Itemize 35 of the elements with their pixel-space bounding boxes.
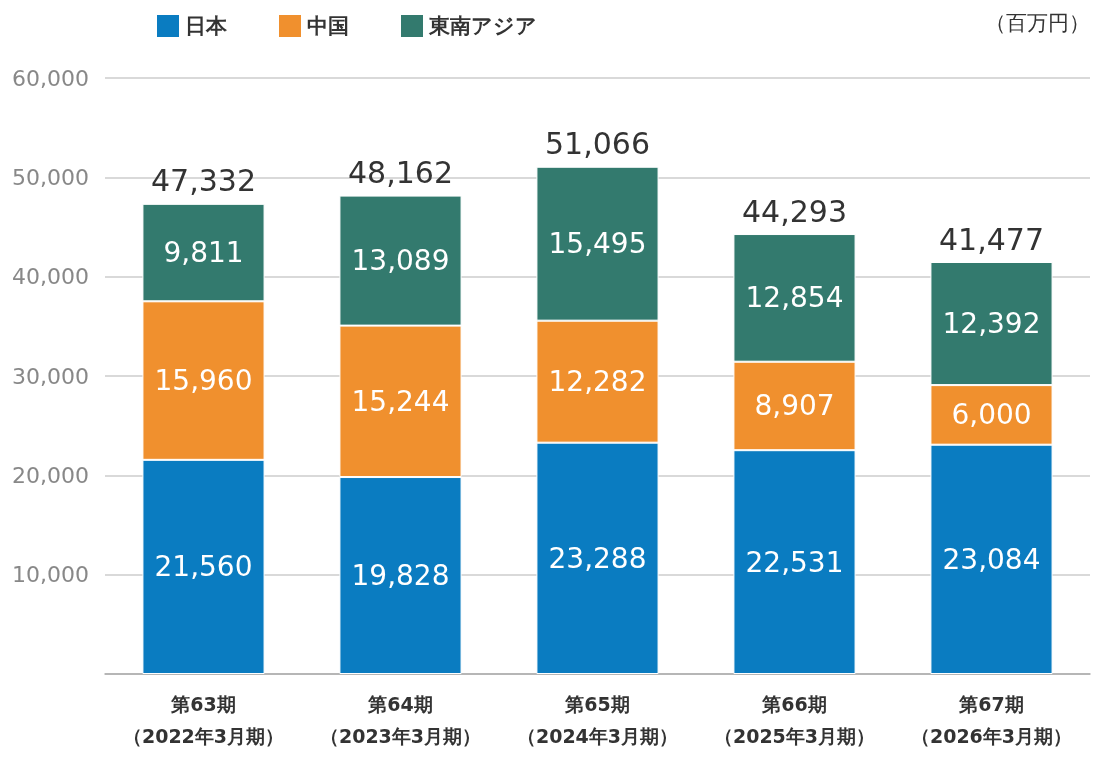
data-label: 9,811 bbox=[163, 236, 244, 270]
data-label: 22,531 bbox=[745, 545, 844, 579]
y-tick-label: 40,000 bbox=[12, 264, 89, 290]
data-label: 15,960 bbox=[154, 364, 253, 398]
data-label: 12,392 bbox=[942, 307, 1041, 341]
x-tick-label: 第66期（2025年3月期） bbox=[713, 693, 876, 747]
data-label: 23,084 bbox=[942, 542, 1041, 576]
x-tick-label: 第63期（2022年3月期） bbox=[122, 693, 285, 747]
data-label: 6,000 bbox=[951, 398, 1032, 432]
text: （百万円） bbox=[985, 10, 1090, 35]
y-tick-label: 50,000 bbox=[12, 164, 89, 190]
data-label: 19,828 bbox=[351, 559, 450, 593]
y-tick-label: 20,000 bbox=[12, 462, 89, 488]
data-label: 21,560 bbox=[154, 550, 253, 584]
data-label: 8,907 bbox=[754, 389, 835, 423]
data-label: 13,089 bbox=[351, 244, 450, 278]
y-tick-label: 10,000 bbox=[12, 562, 89, 588]
total-label: 44,293 bbox=[742, 193, 847, 229]
legend-label: 中国 bbox=[307, 14, 349, 38]
x-tick-label: 第65期（2024年3月期） bbox=[516, 693, 679, 747]
data-label: 23,288 bbox=[548, 541, 647, 575]
total-label: 41,477 bbox=[939, 221, 1044, 257]
y-tick-label: 30,000 bbox=[12, 363, 89, 389]
x-tick-label: 第67期（2026年3月期） bbox=[910, 693, 1073, 747]
x-tick-label: 第64期（2023年3月期） bbox=[319, 693, 482, 747]
data-label: 12,854 bbox=[745, 281, 844, 315]
data-label: 15,495 bbox=[548, 227, 647, 261]
data-label: 15,244 bbox=[351, 384, 450, 418]
y-tick-label: 60,000 bbox=[12, 65, 89, 91]
total-label: 51,066 bbox=[545, 126, 650, 162]
legend-label: 日本 bbox=[185, 14, 228, 38]
legend-label: 東南アジア bbox=[428, 14, 537, 38]
total-label: 47,332 bbox=[151, 163, 256, 199]
total-label: 48,162 bbox=[348, 155, 453, 191]
data-label: 12,282 bbox=[548, 365, 647, 399]
